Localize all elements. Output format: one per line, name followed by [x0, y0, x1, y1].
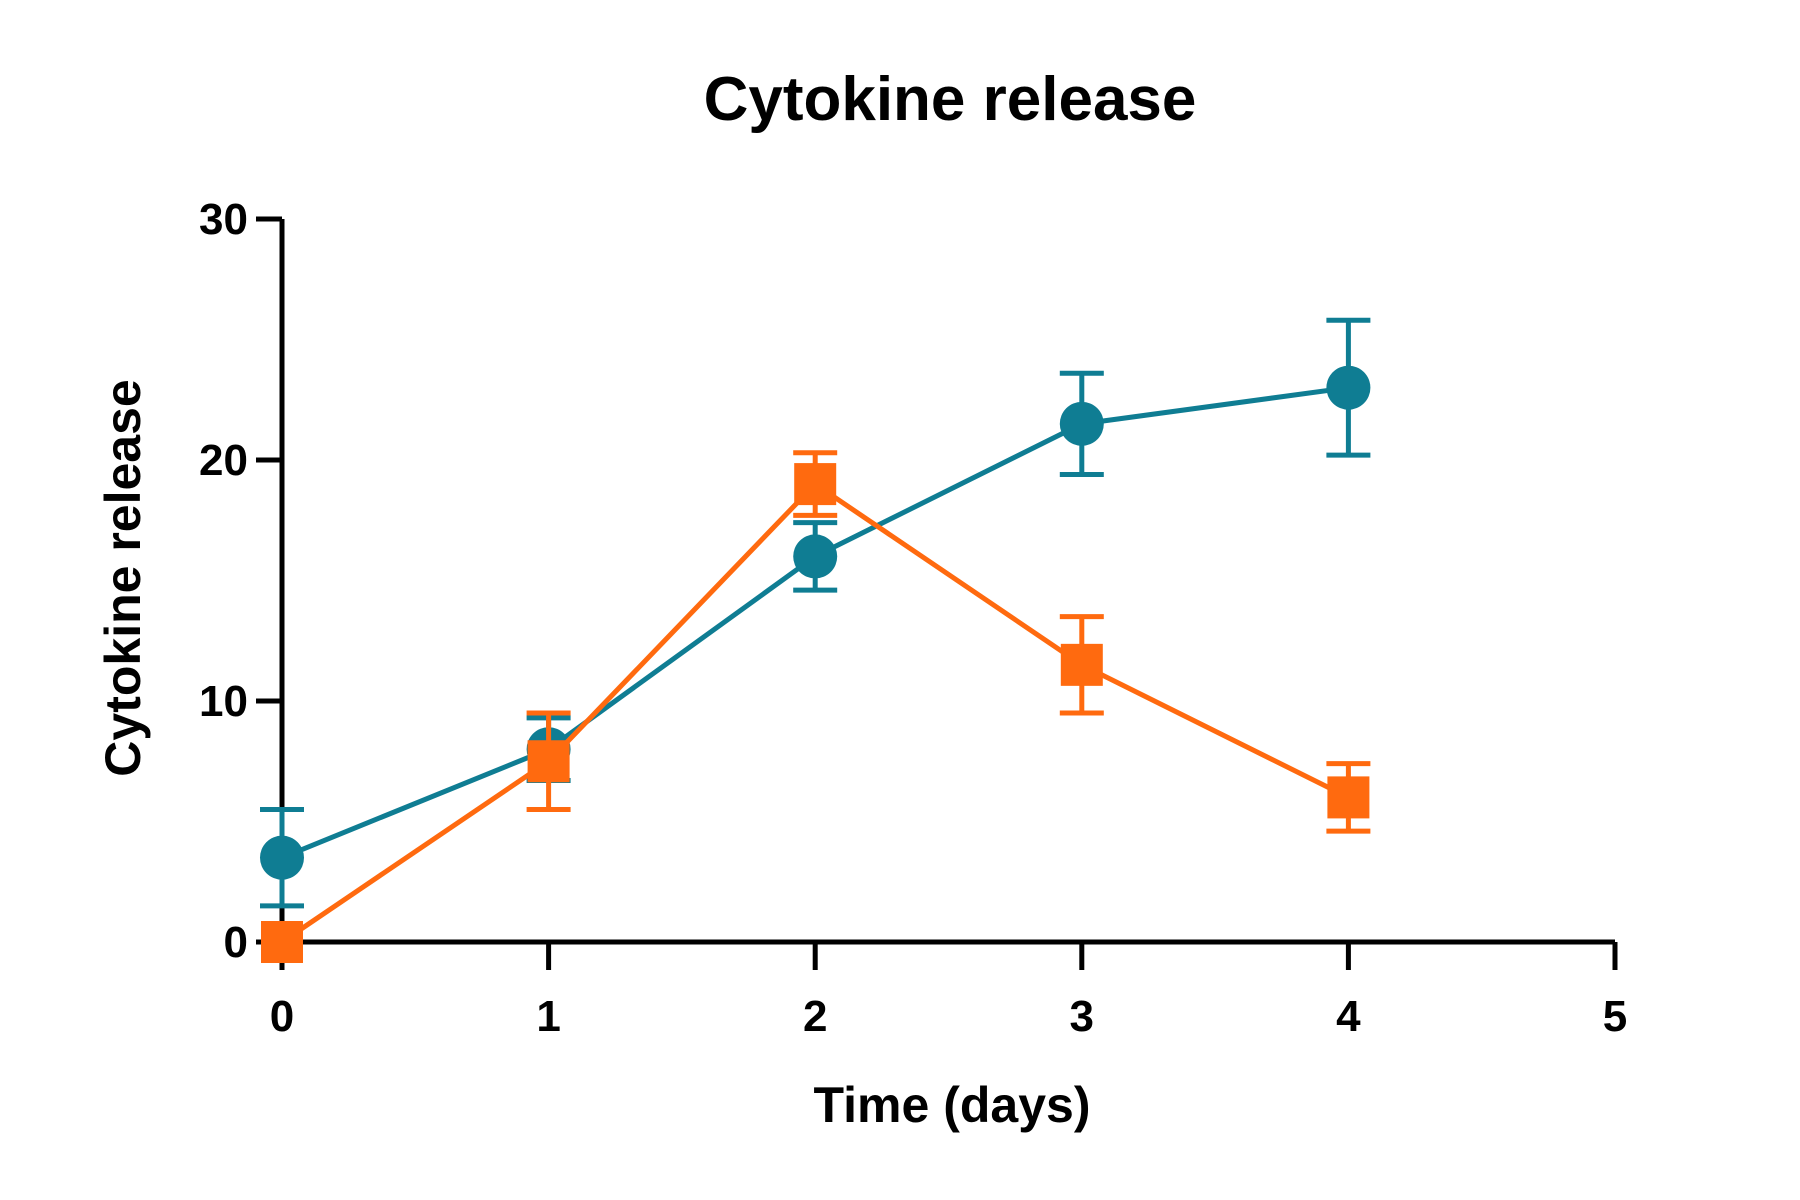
x-tick-label: 5 — [1603, 992, 1627, 1041]
data-point-circle — [793, 534, 837, 578]
x-tick-label: 3 — [1070, 992, 1094, 1041]
series-layer — [260, 320, 1370, 963]
y-axis-label: Cytokine release — [95, 379, 151, 776]
y-tick-label: 20 — [199, 436, 248, 485]
x-axis-label: Time (days) — [814, 1077, 1091, 1133]
y-tick-label: 10 — [199, 677, 248, 726]
x-tick-label: 2 — [803, 992, 827, 1041]
series-circle — [260, 320, 1370, 906]
data-point-circle — [1060, 402, 1104, 446]
data-point-square — [261, 921, 303, 963]
x-tick-label: 0 — [270, 992, 294, 1041]
data-point-circle — [260, 836, 304, 880]
chart-title: Cytokine release — [704, 65, 1197, 134]
data-point-circle — [1326, 366, 1370, 410]
x-tick-label: 1 — [536, 992, 560, 1041]
y-tick-label: 0 — [224, 918, 248, 967]
data-point-square — [794, 463, 836, 505]
y-tick-label: 30 — [199, 195, 248, 244]
data-point-square — [1327, 776, 1369, 818]
axes: 0 10 20 30 0 1 2 3 4 5 — [199, 195, 1627, 1041]
x-tick-label: 4 — [1336, 992, 1361, 1041]
data-point-square — [528, 740, 570, 782]
data-point-square — [1061, 644, 1103, 686]
